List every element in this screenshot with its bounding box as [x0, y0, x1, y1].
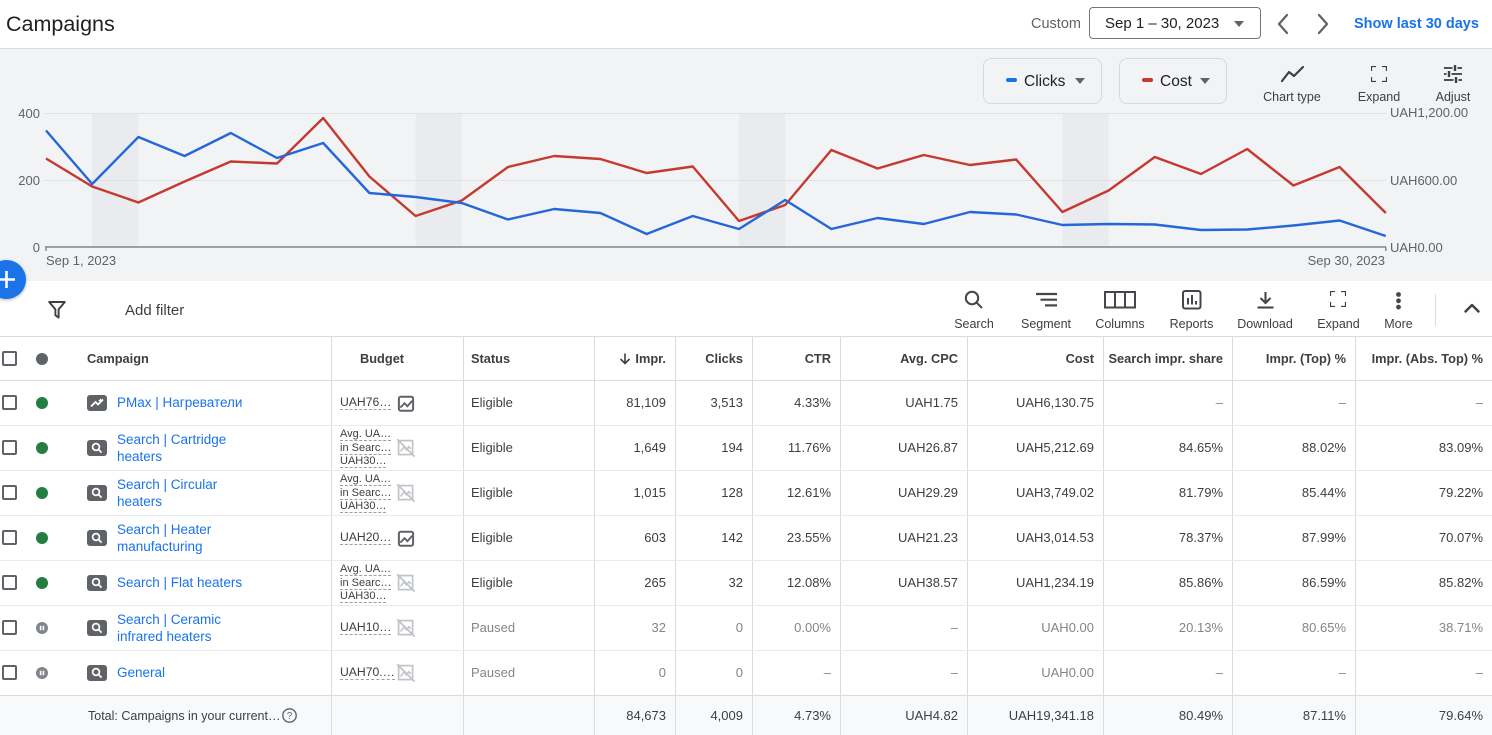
svg-text:?: ? [287, 711, 293, 722]
